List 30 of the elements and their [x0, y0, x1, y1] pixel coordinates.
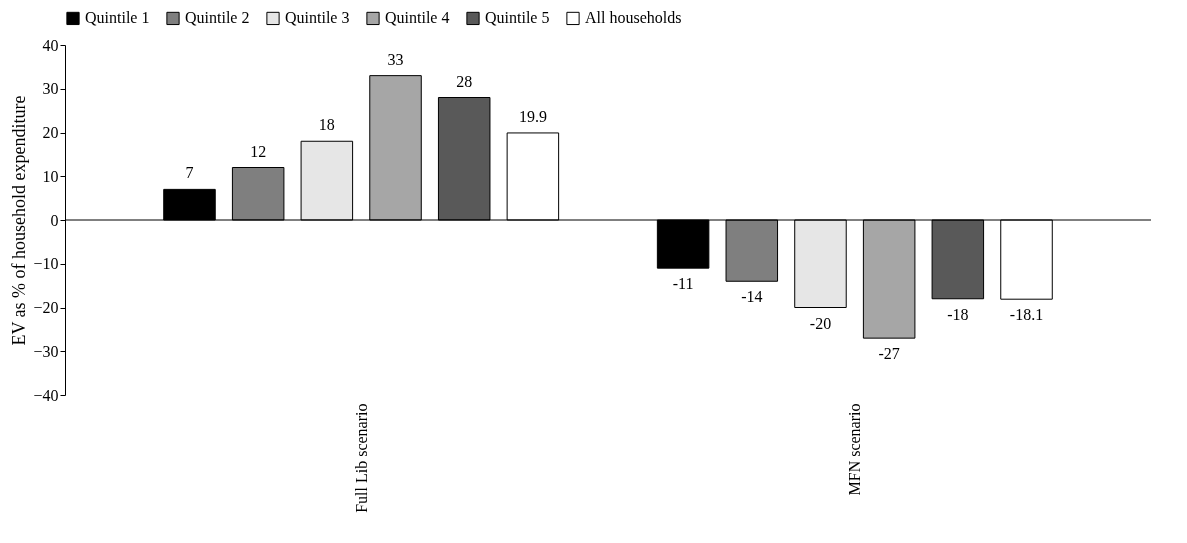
y-axis-title: EV as % of household expenditure	[9, 95, 30, 346]
x-tick-label: MFN scenario	[846, 403, 864, 496]
data-label: 18	[318, 116, 335, 134]
y-tick-label: −20	[33, 299, 59, 316]
legend-label: Quintile 2	[185, 9, 250, 27]
data-label: 33	[387, 50, 404, 68]
data-label: -18	[947, 305, 969, 323]
y-tick-label: 0	[50, 211, 59, 229]
y-tick-label: 40	[42, 36, 59, 54]
legend-label: All households	[585, 9, 682, 27]
x-tick-label: Full Lib scenario	[352, 403, 370, 513]
data-label: 28	[456, 72, 473, 90]
data-label: 7	[185, 164, 194, 182]
data-label: 12	[250, 142, 267, 160]
y-tick-label: −40	[33, 386, 59, 404]
y-tick-label: 10	[42, 167, 59, 185]
data-label: -11	[672, 275, 694, 293]
data-label: -14	[741, 288, 763, 306]
data-label: -18.1	[1009, 306, 1044, 324]
legend-label: Quintile 3	[285, 9, 350, 27]
data-label: -27	[878, 345, 900, 363]
data-label: 19.9	[518, 107, 547, 125]
data-label: -20	[809, 314, 832, 332]
legend-label: Quintile 1	[85, 9, 150, 27]
y-tick-label: 20	[42, 124, 59, 141]
y-tick-label: −30	[33, 342, 59, 360]
y-tick-label: 30	[42, 80, 59, 98]
y-tick-label: −10	[33, 255, 59, 273]
legend-label: Quintile 5	[485, 9, 550, 27]
legend-label: Quintile 4	[385, 9, 450, 27]
